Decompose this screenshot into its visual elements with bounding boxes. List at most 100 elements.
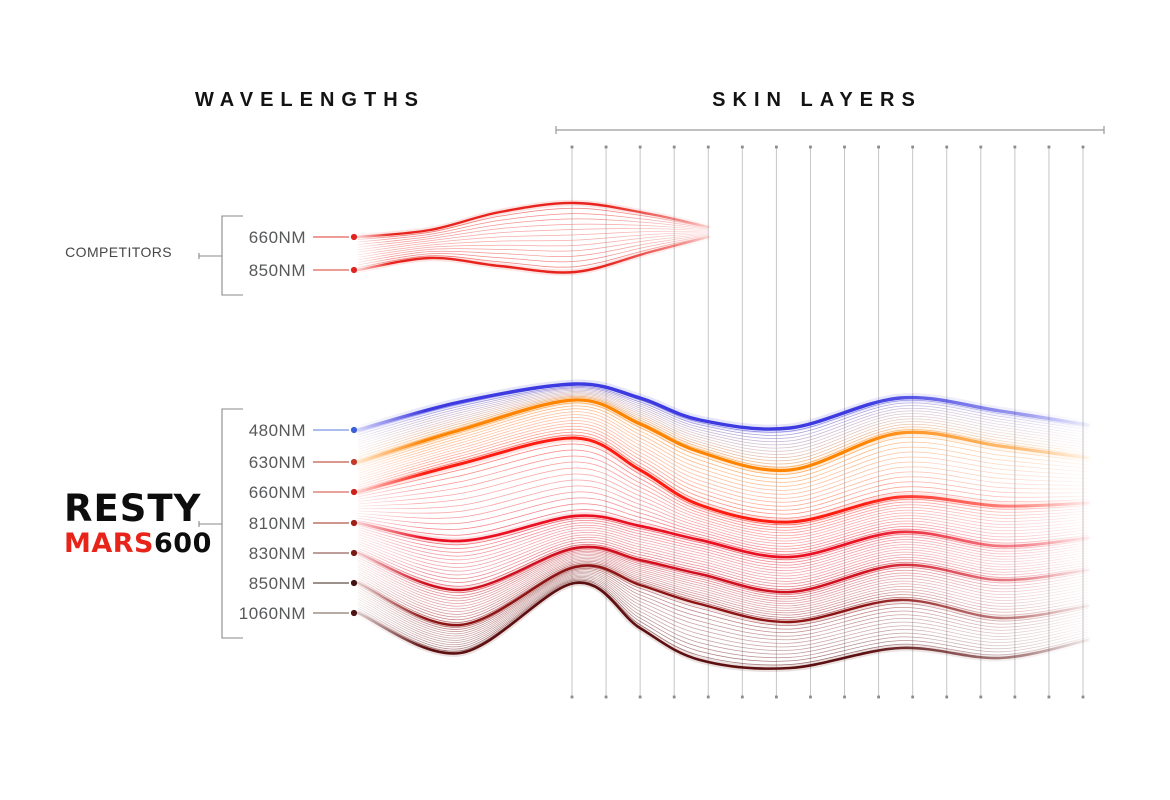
skin-layer-line-top-dot bbox=[877, 145, 880, 149]
wave-850nm bbox=[356, 564, 1090, 627]
wavelength-label-830nm: 830NM bbox=[249, 544, 306, 563]
ribbon-line bbox=[357, 519, 1089, 563]
ribbon-line bbox=[357, 235, 709, 268]
ribbon-line bbox=[357, 431, 1089, 515]
skin-layer-line-bottom-dot bbox=[877, 695, 880, 699]
skin-layer-line-top-dot bbox=[945, 145, 949, 149]
ribbon-line bbox=[357, 449, 1089, 528]
ribbon-line bbox=[357, 420, 1089, 499]
brand-name: RESTY bbox=[64, 487, 202, 530]
ribbon-line bbox=[357, 571, 1089, 641]
wavelength-dot-1060nm bbox=[350, 609, 358, 617]
ribbon-line bbox=[357, 560, 1089, 618]
wave-850nm bbox=[356, 235, 710, 274]
ribbon-line bbox=[357, 388, 1089, 443]
ribbon-line bbox=[357, 578, 1089, 659]
ribbon-line bbox=[357, 411, 1089, 487]
ribbon-line bbox=[357, 573, 1089, 644]
ribbon-line bbox=[357, 384, 1089, 433]
skin-layer-line-bottom-dot bbox=[604, 695, 608, 699]
wavelength-label-810nm: 810NM bbox=[249, 514, 306, 533]
skin-layer-line-top-dot bbox=[1081, 145, 1085, 149]
resty-mars600-wave-bundle bbox=[353, 379, 1093, 672]
ribbon-line bbox=[357, 555, 1089, 607]
ribbon-line bbox=[357, 405, 1089, 479]
skin-layer-line-bottom-dot bbox=[775, 695, 778, 699]
ribbon-line bbox=[357, 479, 1089, 542]
ribbon-line bbox=[357, 563, 1089, 623]
ribbon-line bbox=[357, 455, 1089, 531]
ribbon-line bbox=[357, 394, 1089, 459]
ribbon-line bbox=[357, 395, 1089, 462]
competitors-group-label: COMPETITORS bbox=[65, 244, 172, 260]
ribbon-line bbox=[357, 562, 1089, 620]
wave-660nm bbox=[356, 201, 710, 239]
wavelengths-header: WAVELENGTHS bbox=[195, 89, 425, 111]
skin-layer-line-bottom-dot bbox=[1047, 695, 1051, 699]
ribbon-line bbox=[357, 509, 1089, 555]
ribbon-line bbox=[357, 485, 1089, 544]
ribbon-line bbox=[357, 522, 1089, 566]
ribbon-line bbox=[357, 230, 709, 253]
ribbon-line bbox=[357, 566, 1089, 628]
skin-layer-line-top-dot bbox=[979, 145, 983, 149]
ribbon-line bbox=[357, 567, 1089, 630]
ribbon-line bbox=[357, 570, 1089, 637]
skin-layer-line-bottom-dot bbox=[672, 695, 676, 699]
wavelength-label-660nm: 660NM bbox=[249, 228, 306, 247]
skin-layer-line-top-dot bbox=[1047, 145, 1051, 149]
resty-mars600-bracket bbox=[198, 408, 243, 639]
wavelength-dot-830nm bbox=[350, 549, 358, 557]
ribbon-line bbox=[357, 417, 1089, 495]
ribbon-line bbox=[357, 503, 1089, 552]
ribbon-line bbox=[357, 428, 1089, 511]
ribbon-line bbox=[357, 461, 1089, 534]
wave-630nm bbox=[356, 398, 1090, 473]
ribbon-line bbox=[357, 234, 709, 263]
ribbon-line bbox=[357, 558, 1089, 612]
skin-layers-header: SKIN LAYERS bbox=[712, 89, 922, 111]
brand-model-prefix: MARS bbox=[64, 528, 155, 559]
wavelength-label-630nm: 630NM bbox=[249, 453, 306, 472]
wavelength-label-850nm: 850NM bbox=[249, 261, 306, 280]
wavelength-label-660nm: 660NM bbox=[249, 483, 306, 502]
wave-830nm bbox=[356, 545, 1090, 594]
ribbon-line bbox=[357, 393, 1089, 455]
skin-layer-line-bottom-dot bbox=[1013, 695, 1017, 699]
ribbon-line bbox=[357, 408, 1089, 483]
ribbon-line bbox=[357, 541, 1089, 587]
ribbon-line bbox=[357, 529, 1089, 574]
ribbon-line bbox=[357, 213, 709, 243]
ribbon-line bbox=[357, 391, 1089, 449]
ribbon-line bbox=[357, 544, 1089, 590]
ribbon-line bbox=[357, 553, 1089, 604]
brand-model: MARS600 bbox=[64, 530, 212, 557]
ribbon-line bbox=[357, 517, 1089, 561]
ribbon-line bbox=[357, 218, 709, 245]
ribbon-line bbox=[357, 581, 1089, 666]
skin-layer-line-bottom-dot bbox=[945, 695, 949, 699]
wavelength-label-1060nm: 1060NM bbox=[239, 604, 306, 623]
ribbon-line bbox=[357, 532, 1089, 577]
ribbon-line bbox=[357, 574, 1089, 648]
ribbon-line bbox=[357, 548, 1089, 595]
wave-480nm bbox=[356, 382, 1090, 432]
skin-layer-line-bottom-dot bbox=[638, 695, 642, 699]
ribbon-line bbox=[357, 579, 1089, 662]
wavelength-dot-660nm bbox=[350, 488, 358, 496]
skin-layer-line-top-dot bbox=[809, 145, 812, 149]
skin-layer-line-top-dot bbox=[740, 145, 744, 149]
ribbon-line bbox=[357, 577, 1089, 655]
ribbon-line bbox=[357, 207, 709, 240]
ribbon-line bbox=[357, 228, 709, 251]
ribbon-line bbox=[357, 434, 1089, 519]
skin-layer-line-top-dot bbox=[706, 145, 710, 149]
skin-layer-line-bottom-dot bbox=[911, 695, 915, 699]
ribbon-line bbox=[357, 550, 1089, 600]
ribbon-line bbox=[357, 467, 1089, 536]
ribbon-line bbox=[357, 223, 709, 248]
skin-layer-line-top-dot bbox=[911, 145, 915, 149]
wavelength-dot-660nm bbox=[350, 233, 358, 241]
competitors-wave-bundle bbox=[354, 199, 712, 276]
